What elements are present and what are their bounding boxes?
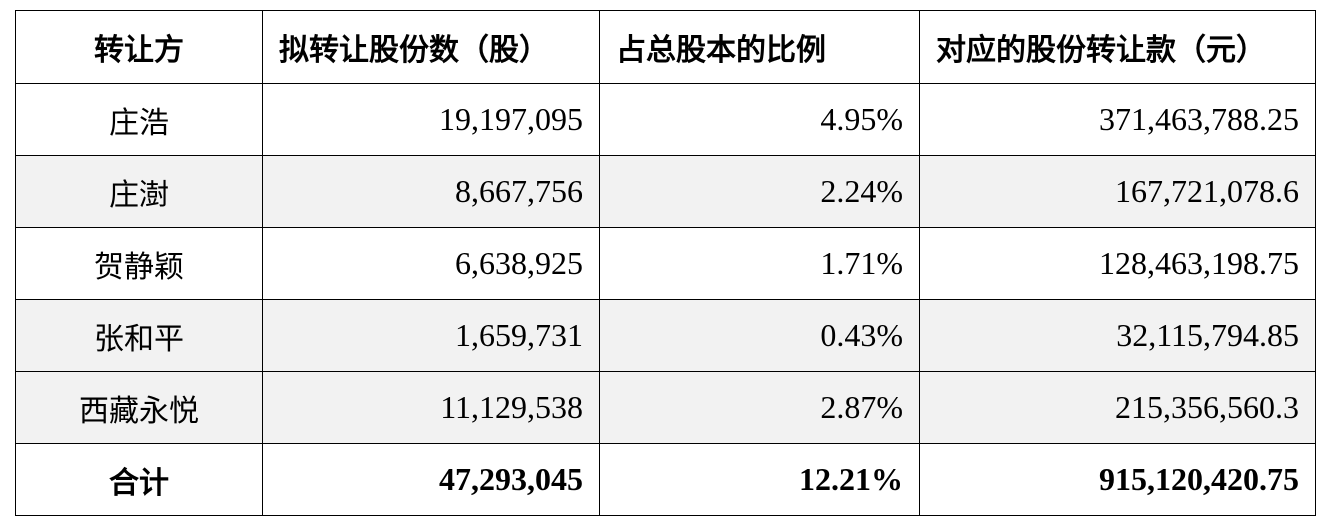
cell-shares: 6,638,925 <box>262 227 600 300</box>
cell-ratio: 4.95% <box>599 83 920 156</box>
cell-ratio: 2.87% <box>599 371 920 444</box>
total-row: 合计 47,293,045 12.21% 915,120,420.75 <box>15 443 1316 516</box>
header-transferor: 转让方 <box>15 10 263 84</box>
header-ratio: 占总股本的比例 <box>599 10 920 84</box>
cell-amount: 128,463,198.75 <box>919 227 1316 300</box>
cell-transferor: 庄浩 <box>15 83 263 156</box>
cell-ratio: 1.71% <box>599 227 920 300</box>
cell-amount: 215,356,560.3 <box>919 371 1316 444</box>
table-row: 张和平 1,659,731 0.43% 32,115,794.85 <box>15 299 1316 372</box>
cell-amount: 167,721,078.6 <box>919 155 1316 228</box>
cell-shares: 1,659,731 <box>262 299 600 372</box>
cell-shares: 8,667,756 <box>262 155 600 228</box>
total-label: 合计 <box>15 443 263 516</box>
table-row: 庄澍 8,667,756 2.24% 167,721,078.6 <box>15 155 1316 228</box>
share-transfer-table: 转让方 拟转让股份数（股） 占总股本的比例 对应的股份转让款（元） 庄浩 19,… <box>15 10 1316 516</box>
table-row: 贺静颖 6,638,925 1.71% 128,463,198.75 <box>15 227 1316 300</box>
header-amount: 对应的股份转让款（元） <box>919 10 1316 84</box>
cell-shares: 11,129,538 <box>262 371 600 444</box>
total-ratio: 12.21% <box>599 443 920 516</box>
cell-transferor: 西藏永悦 <box>15 371 263 444</box>
total-shares: 47,293,045 <box>262 443 600 516</box>
table-footer: 合计 47,293,045 12.21% 915,120,420.75 <box>15 443 1316 516</box>
table-header: 转让方 拟转让股份数（股） 占总股本的比例 对应的股份转让款（元） <box>15 10 1316 84</box>
cell-transferor: 张和平 <box>15 299 263 372</box>
cell-shares: 19,197,095 <box>262 83 600 156</box>
table-body: 庄浩 19,197,095 4.95% 371,463,788.25 庄澍 8,… <box>15 83 1316 444</box>
table-row: 西藏永悦 11,129,538 2.87% 215,356,560.3 <box>15 371 1316 444</box>
header-shares: 拟转让股份数（股） <box>262 10 600 84</box>
cell-transferor: 贺静颖 <box>15 227 263 300</box>
cell-ratio: 0.43% <box>599 299 920 372</box>
header-row: 转让方 拟转让股份数（股） 占总股本的比例 对应的股份转让款（元） <box>15 10 1316 84</box>
table-row: 庄浩 19,197,095 4.95% 371,463,788.25 <box>15 83 1316 156</box>
cell-ratio: 2.24% <box>599 155 920 228</box>
cell-amount: 371,463,788.25 <box>919 83 1316 156</box>
total-amount: 915,120,420.75 <box>919 443 1316 516</box>
cell-amount: 32,115,794.85 <box>919 299 1316 372</box>
cell-transferor: 庄澍 <box>15 155 263 228</box>
